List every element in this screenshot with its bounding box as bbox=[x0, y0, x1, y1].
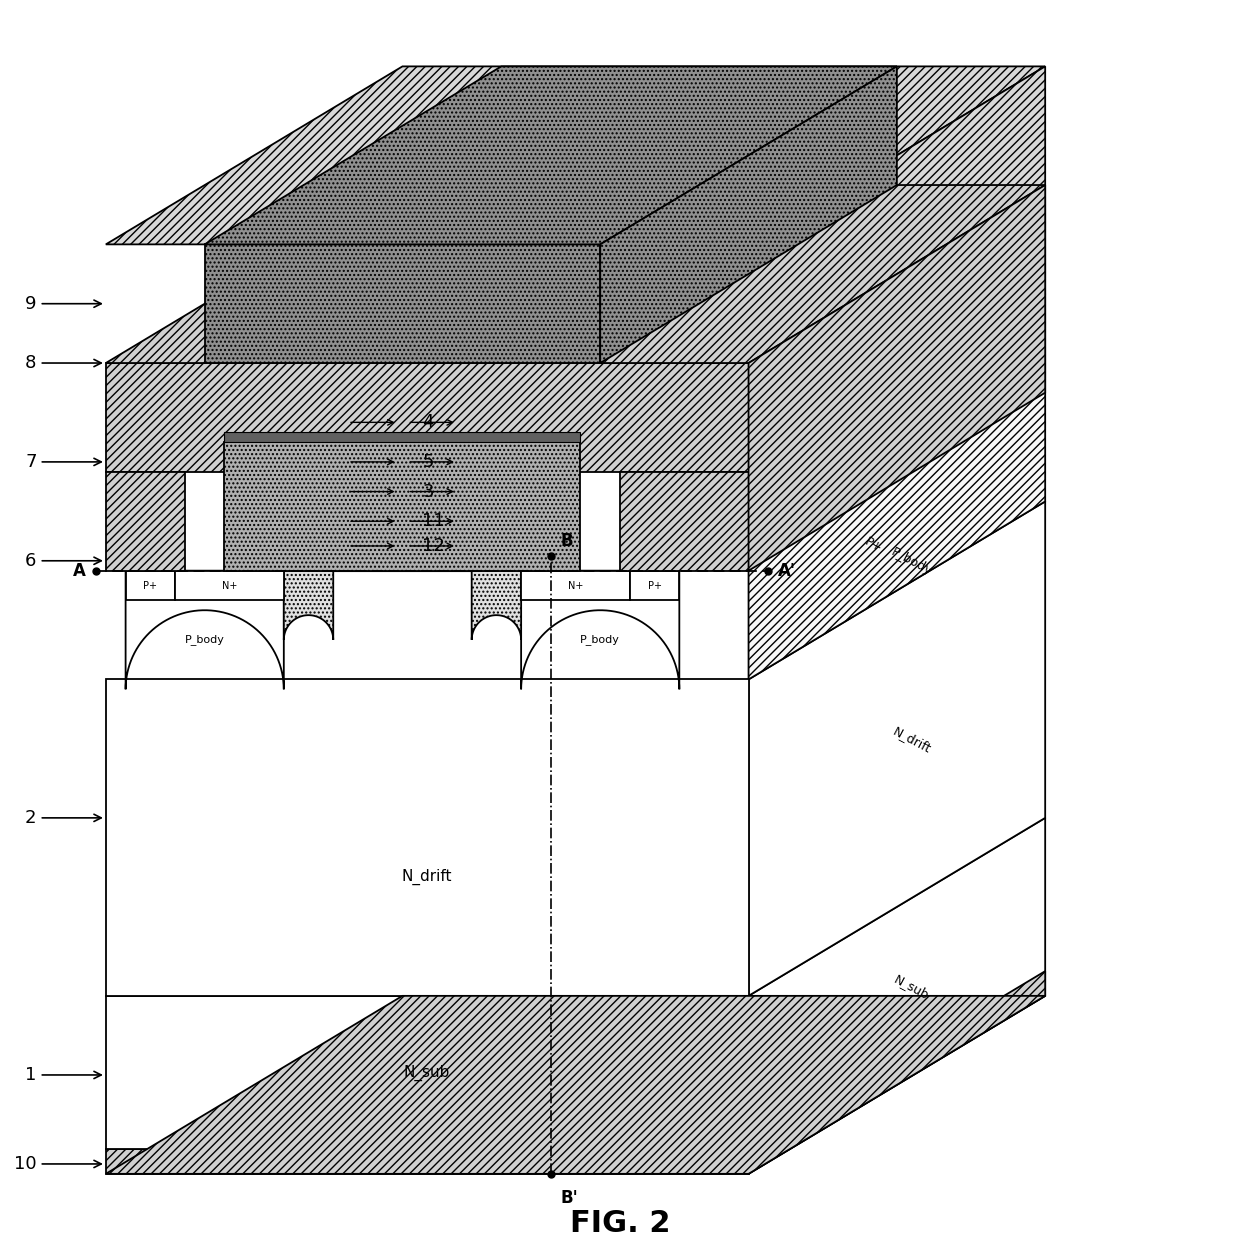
Text: B': B' bbox=[560, 1188, 578, 1207]
Text: 11: 11 bbox=[423, 513, 445, 530]
Bar bbox=[125, 571, 175, 600]
Bar bbox=[521, 571, 630, 600]
Text: 1: 1 bbox=[25, 1066, 102, 1084]
Text: 3: 3 bbox=[423, 483, 434, 500]
Text: 5: 5 bbox=[423, 452, 434, 471]
Bar bbox=[175, 571, 284, 600]
Bar bbox=[224, 432, 580, 442]
Bar bbox=[105, 679, 749, 995]
Text: N_sub: N_sub bbox=[892, 973, 931, 1002]
Polygon shape bbox=[749, 67, 1045, 471]
Text: P+: P+ bbox=[647, 581, 662, 591]
Bar bbox=[105, 995, 749, 1149]
Bar bbox=[105, 363, 749, 471]
Text: 6: 6 bbox=[25, 552, 102, 570]
Text: 4: 4 bbox=[423, 413, 434, 431]
Polygon shape bbox=[749, 971, 1045, 1174]
Text: N_sub: N_sub bbox=[404, 1065, 450, 1081]
Text: B: B bbox=[560, 532, 573, 551]
Bar bbox=[105, 471, 185, 571]
Polygon shape bbox=[600, 67, 897, 363]
Polygon shape bbox=[125, 571, 284, 689]
Text: A: A bbox=[73, 562, 86, 580]
Bar bbox=[205, 244, 600, 363]
Text: 2: 2 bbox=[25, 809, 102, 827]
Polygon shape bbox=[105, 995, 1045, 1174]
Text: P_body: P_body bbox=[580, 635, 620, 645]
Text: 9: 9 bbox=[25, 295, 102, 312]
Bar bbox=[105, 1149, 749, 1174]
Text: P+: P+ bbox=[862, 536, 884, 556]
Polygon shape bbox=[749, 185, 1045, 571]
Text: N_drift: N_drift bbox=[402, 869, 453, 886]
Polygon shape bbox=[284, 571, 334, 640]
Bar bbox=[630, 571, 680, 600]
Polygon shape bbox=[749, 294, 1045, 679]
Text: 12: 12 bbox=[423, 537, 445, 554]
Text: P_body: P_body bbox=[185, 635, 224, 645]
Text: N_drift: N_drift bbox=[890, 724, 932, 755]
Polygon shape bbox=[471, 571, 521, 640]
Text: 10: 10 bbox=[14, 1155, 102, 1173]
Polygon shape bbox=[749, 501, 1045, 995]
Text: FIG. 2: FIG. 2 bbox=[569, 1208, 671, 1237]
Bar bbox=[334, 556, 471, 571]
Text: A': A' bbox=[779, 562, 796, 580]
Text: P_body: P_body bbox=[889, 546, 935, 578]
Text: 8: 8 bbox=[25, 354, 102, 372]
Bar bbox=[224, 442, 580, 571]
Text: 7: 7 bbox=[25, 452, 102, 471]
Polygon shape bbox=[105, 185, 1045, 363]
Polygon shape bbox=[521, 571, 680, 689]
Polygon shape bbox=[749, 818, 1045, 1174]
Text: N+: N+ bbox=[568, 581, 583, 591]
Polygon shape bbox=[105, 67, 1045, 244]
Polygon shape bbox=[205, 67, 897, 244]
Text: P+: P+ bbox=[144, 581, 157, 591]
Text: N+: N+ bbox=[222, 581, 237, 591]
Bar bbox=[620, 471, 749, 571]
